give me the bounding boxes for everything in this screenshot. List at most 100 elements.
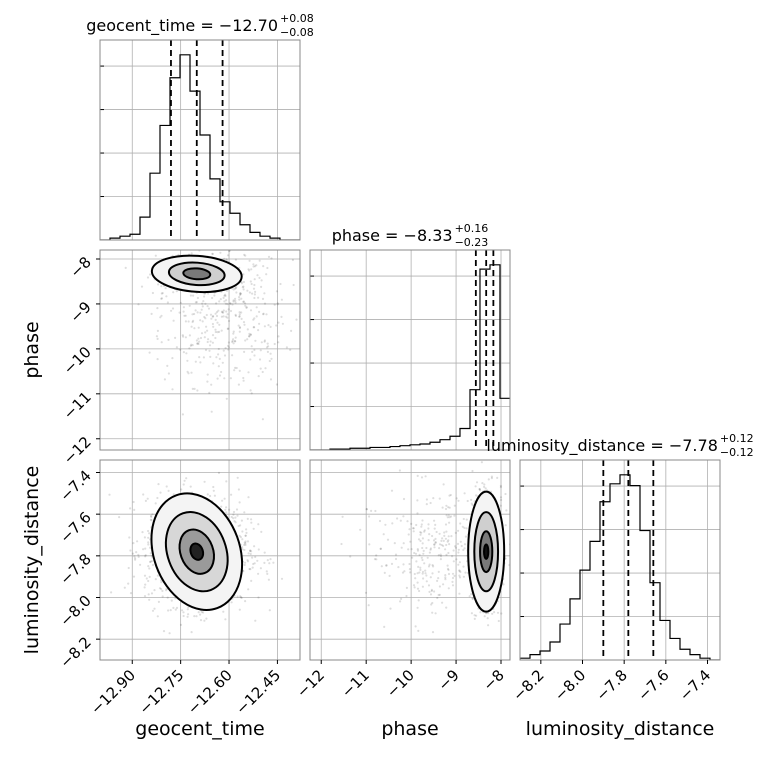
sample-point xyxy=(209,355,212,358)
sample-point xyxy=(432,565,435,568)
sample-point xyxy=(167,338,170,341)
sample-point xyxy=(188,347,191,350)
sample-point xyxy=(149,518,152,521)
sample-point xyxy=(169,609,172,612)
sample-point xyxy=(188,304,191,307)
hist-bar-luminosity_distance xyxy=(590,541,600,660)
hist-bar-phase xyxy=(450,436,460,450)
sample-point xyxy=(218,300,221,303)
sample-point xyxy=(268,609,271,612)
hist-bar-luminosity_distance xyxy=(550,642,560,660)
sample-point xyxy=(365,508,368,511)
sample-point xyxy=(229,302,232,305)
sample-point xyxy=(234,366,237,369)
sample-point xyxy=(132,500,135,504)
sample-point xyxy=(262,265,265,268)
sample-point xyxy=(438,547,441,550)
hist-bar-geocent_time xyxy=(240,225,250,240)
sample-point xyxy=(225,258,228,261)
sample-point xyxy=(227,341,230,344)
sample-point xyxy=(437,593,440,597)
sample-point xyxy=(258,259,261,262)
sample-point xyxy=(266,350,269,353)
sample-point xyxy=(171,307,175,310)
sample-point xyxy=(373,558,377,561)
sample-point xyxy=(234,301,237,304)
sample-point xyxy=(473,617,476,621)
sample-point xyxy=(245,528,248,531)
sample-point xyxy=(235,291,238,294)
sample-point xyxy=(182,614,185,618)
sample-point xyxy=(460,544,463,548)
sample-point xyxy=(192,294,195,297)
sample-point xyxy=(143,586,146,589)
sample-point xyxy=(238,501,241,504)
sample-point xyxy=(399,600,402,603)
sample-point xyxy=(238,298,241,301)
sample-point xyxy=(184,336,187,339)
sample-point xyxy=(185,477,188,480)
sample-point xyxy=(239,595,242,598)
sample-point xyxy=(232,299,235,302)
sample-point xyxy=(196,311,199,314)
sample-point xyxy=(475,494,478,497)
sample-point xyxy=(224,347,227,350)
sample-point xyxy=(419,568,422,572)
sample-point xyxy=(227,319,231,323)
sample-point xyxy=(232,517,235,520)
sample-point xyxy=(425,580,428,583)
sample-point xyxy=(471,597,474,601)
sample-point xyxy=(457,563,460,566)
sample-point xyxy=(295,318,298,321)
sample-point xyxy=(249,549,252,552)
sample-point xyxy=(444,507,448,511)
sample-point xyxy=(118,516,121,519)
sample-point xyxy=(232,342,235,345)
sample-point xyxy=(490,477,493,480)
sample-point xyxy=(458,569,461,573)
panel-title-geocent_time: geocent_time = −12.70 +0.08−0.08 xyxy=(86,12,314,39)
sample-point xyxy=(166,596,169,599)
sample-point xyxy=(418,553,421,557)
sample-point xyxy=(168,632,171,635)
panel-frame xyxy=(519,459,721,661)
sample-point xyxy=(160,314,163,317)
sample-point xyxy=(257,548,260,551)
sample-point xyxy=(255,204,257,206)
hist-bar-luminosity_distance xyxy=(690,655,700,660)
title-main: luminosity_distance = −7.78 xyxy=(486,436,717,456)
y-tick-label: −7.4 xyxy=(56,467,94,505)
sample-point xyxy=(471,469,474,473)
sample-point xyxy=(421,570,425,573)
sample-point xyxy=(490,475,493,478)
sample-point xyxy=(200,611,203,614)
sample-point xyxy=(219,251,222,254)
sample-point xyxy=(147,543,150,546)
sample-point xyxy=(410,522,413,526)
sample-point xyxy=(416,474,419,477)
sample-point xyxy=(397,566,400,569)
sample-point xyxy=(243,511,246,514)
hist-bar-luminosity_distance xyxy=(630,486,640,660)
sample-point xyxy=(232,513,235,516)
sample-point xyxy=(129,592,133,595)
sample-point xyxy=(209,340,212,343)
sample-point xyxy=(462,548,465,552)
sample-point xyxy=(243,548,246,552)
sample-point xyxy=(209,494,212,498)
sample-point xyxy=(252,527,255,530)
sample-point xyxy=(199,619,203,622)
sample-point xyxy=(426,556,429,559)
sample-point xyxy=(160,341,163,344)
sample-point xyxy=(154,578,157,581)
sample-point xyxy=(451,572,455,575)
sample-point xyxy=(244,304,247,307)
sample-point xyxy=(253,562,256,565)
sample-point xyxy=(134,558,137,561)
sample-point xyxy=(150,519,153,522)
sample-point xyxy=(402,542,405,545)
sample-point xyxy=(207,338,210,341)
sample-point xyxy=(401,571,405,574)
sample-point xyxy=(349,555,352,558)
sample-point xyxy=(243,302,247,305)
